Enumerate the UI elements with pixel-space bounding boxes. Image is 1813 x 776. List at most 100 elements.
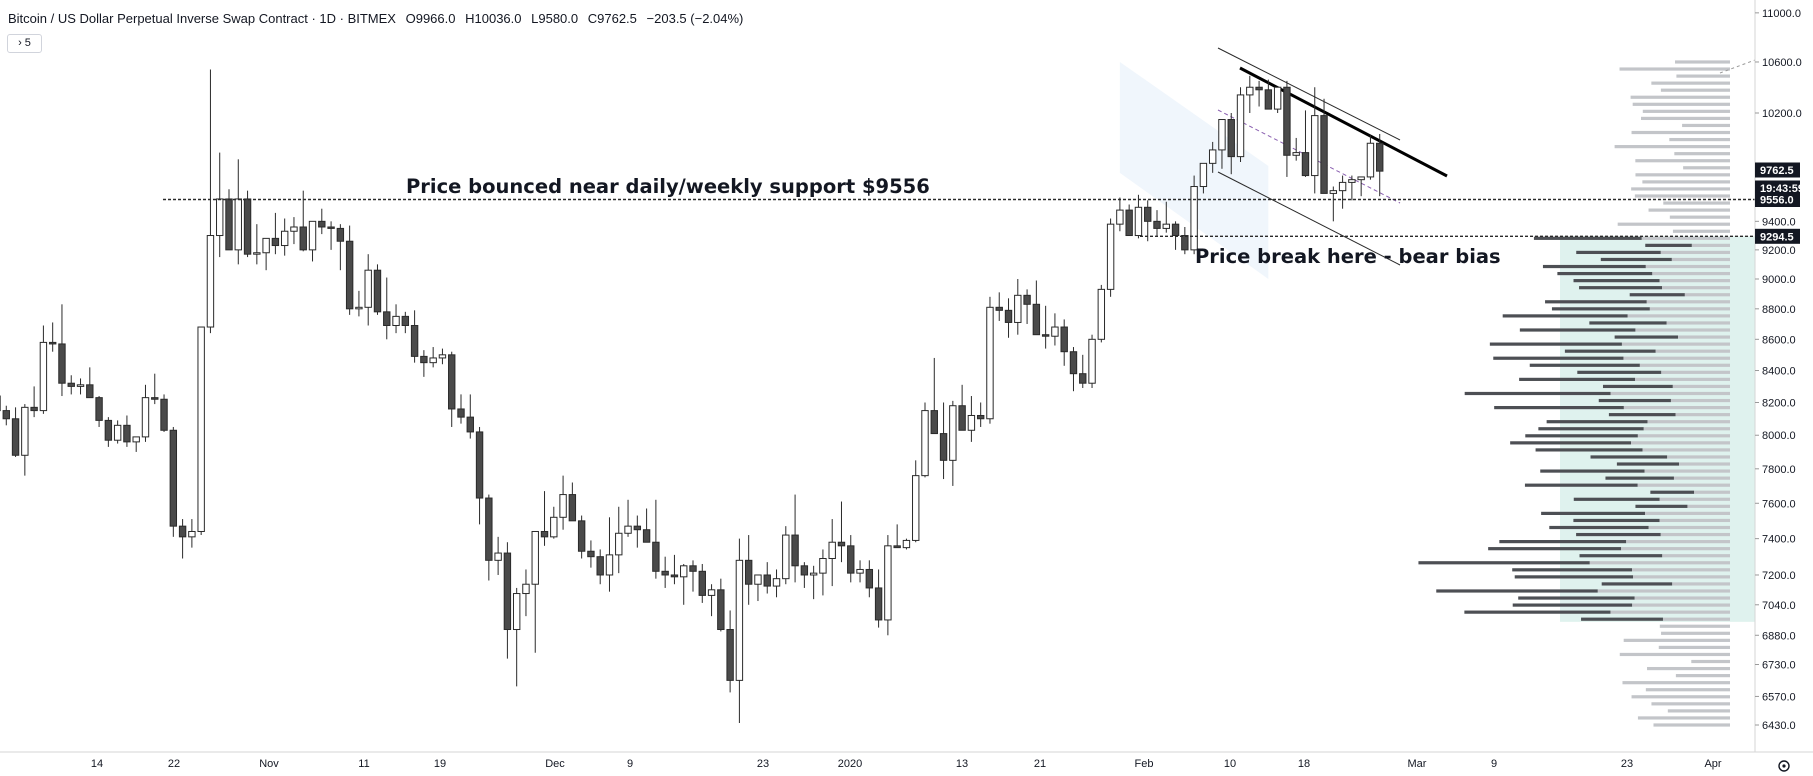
volume-profile-bar-secondary — [1672, 384, 1730, 389]
candle-body — [1134, 206, 1143, 237]
volume-profile-bar-secondary — [1627, 314, 1730, 318]
volume-profile-bar — [1494, 405, 1624, 410]
volume-profile-bar — [1608, 413, 1676, 417]
volume-profile-bar-secondary — [1661, 370, 1730, 374]
volume-profile-bar — [1669, 137, 1730, 142]
volume-profile-bar-secondary — [1621, 342, 1730, 346]
candle-body — [884, 545, 892, 621]
candle-body — [151, 397, 159, 400]
channel-lower-line — [1217, 171, 1401, 266]
volume-profile-bar-secondary — [1635, 328, 1730, 332]
channel-mid-line — [1217, 109, 1401, 204]
support-annotation: Price bounced near daily/weekly support … — [406, 175, 930, 198]
candle-body — [531, 530, 539, 585]
candle-body — [178, 525, 187, 538]
volume-profile-bar-secondary — [1639, 363, 1730, 367]
time-tick-label: Mar — [1408, 758, 1427, 770]
candle-body — [865, 568, 874, 589]
price-tick-label: 6730.0 — [1762, 660, 1796, 672]
svg-text:9294.5: 9294.5 — [1760, 231, 1794, 243]
candle-body — [216, 198, 224, 237]
volume-profile — [1418, 60, 1755, 727]
candle-body — [392, 315, 400, 327]
candle-body — [364, 269, 372, 308]
volume-profile-bar — [1577, 370, 1662, 374]
volume-profile-bar — [1642, 109, 1730, 113]
settings-gear-icon[interactable] — [1778, 760, 1790, 772]
candle-body — [485, 497, 493, 561]
volume-profile-bar — [1614, 145, 1730, 149]
candle-body — [596, 556, 604, 576]
breakdown-price-label: 9294.5 — [1755, 228, 1800, 244]
svg-text:9556.0: 9556.0 — [1760, 195, 1794, 207]
volume-profile-bar — [1512, 603, 1633, 607]
volume-profile-bar — [1601, 582, 1673, 586]
candle-body — [1060, 326, 1068, 353]
candle-body — [475, 431, 484, 499]
price-axis[interactable]: 11000.010600.010200.09800.09400.09200.09… — [1754, 0, 1804, 752]
time-tick-label: 13 — [956, 758, 968, 770]
time-tick-label: 22 — [168, 758, 180, 770]
candle-body — [11, 418, 20, 456]
candle-body — [355, 306, 363, 310]
candle-body — [345, 240, 354, 310]
candle-body — [336, 227, 345, 242]
volume-profile-bar — [1598, 398, 1671, 403]
candle-body — [123, 424, 131, 443]
time-axis[interactable]: 14 22 Nov 11 19 Dec 9 23 2020 13 21 Feb 10 18 Mar 9 23 Ap… — [0, 751, 1813, 770]
indicators-toggle-button[interactable]: › 5 — [7, 34, 42, 53]
volume-profile-bar-secondary — [1623, 356, 1730, 360]
candle-body — [466, 416, 474, 433]
candle-body — [587, 550, 595, 558]
volume-profile-bar-secondary — [1670, 398, 1730, 403]
volume-profile-bar-secondary — [1660, 532, 1730, 537]
volume-profile-bar — [1541, 511, 1646, 515]
price-tick-label: 7400.0 — [1762, 534, 1796, 546]
volume-profile-bar-secondary — [1667, 455, 1730, 459]
price-tick-label: 9000.0 — [1762, 274, 1796, 286]
volume-profile-bar — [1619, 67, 1730, 71]
volume-profile-bar — [1659, 624, 1730, 628]
horizontal-lines — [163, 198, 1755, 238]
volume-profile-bar — [1573, 518, 1660, 523]
candle-body — [30, 406, 38, 412]
volume-profile-bar — [1533, 236, 1642, 240]
candle-body — [772, 578, 781, 587]
price-tick-label: 7200.0 — [1762, 570, 1796, 582]
volume-profile-bar — [1538, 427, 1644, 431]
volume-profile-bar — [1631, 695, 1730, 699]
candle-body — [856, 568, 864, 574]
symbol-title[interactable]: Bitcoin / US Dollar Perpetual Inverse Sw… — [8, 11, 396, 26]
volume-profile-bar-secondary — [1671, 257, 1730, 262]
volume-profile-bar — [1519, 377, 1636, 381]
channel-drawings — [1119, 47, 1756, 280]
volume-profile-bar — [1663, 201, 1730, 205]
volume-profile-bar-secondary — [1652, 271, 1730, 276]
candle-body — [1236, 94, 1245, 158]
volume-profile-bar — [1660, 88, 1730, 92]
volume-profile-bar — [1542, 264, 1646, 269]
candle-body — [1032, 303, 1041, 336]
volume-profile-bar-secondary — [1637, 434, 1730, 438]
candle-body — [837, 541, 846, 547]
volume-profile-bar-secondary — [1684, 293, 1730, 297]
volume-profile-bar-secondary — [1662, 554, 1730, 558]
candle-body — [86, 384, 94, 399]
volume-profile-bar-secondary — [1642, 448, 1730, 452]
candle-body — [930, 410, 938, 435]
volume-profile-bar — [1589, 321, 1667, 325]
volume-profile-bar-secondary — [1691, 243, 1730, 247]
volume-profile-bar — [1642, 180, 1730, 184]
volume-profile-bar — [1651, 702, 1730, 706]
candle-body — [540, 530, 549, 538]
candle-body — [1301, 152, 1310, 177]
price-tick-label: 8800.0 — [1762, 304, 1796, 316]
candle-body — [1338, 181, 1347, 192]
volume-profile-bar — [1499, 540, 1627, 544]
volume-profile-bar-secondary — [1675, 413, 1730, 417]
volume-profile-bar — [1658, 645, 1730, 650]
volume-profile-bar — [1579, 286, 1663, 290]
candle-body — [559, 494, 567, 518]
volume-profile-bar-secondary — [1678, 335, 1730, 339]
